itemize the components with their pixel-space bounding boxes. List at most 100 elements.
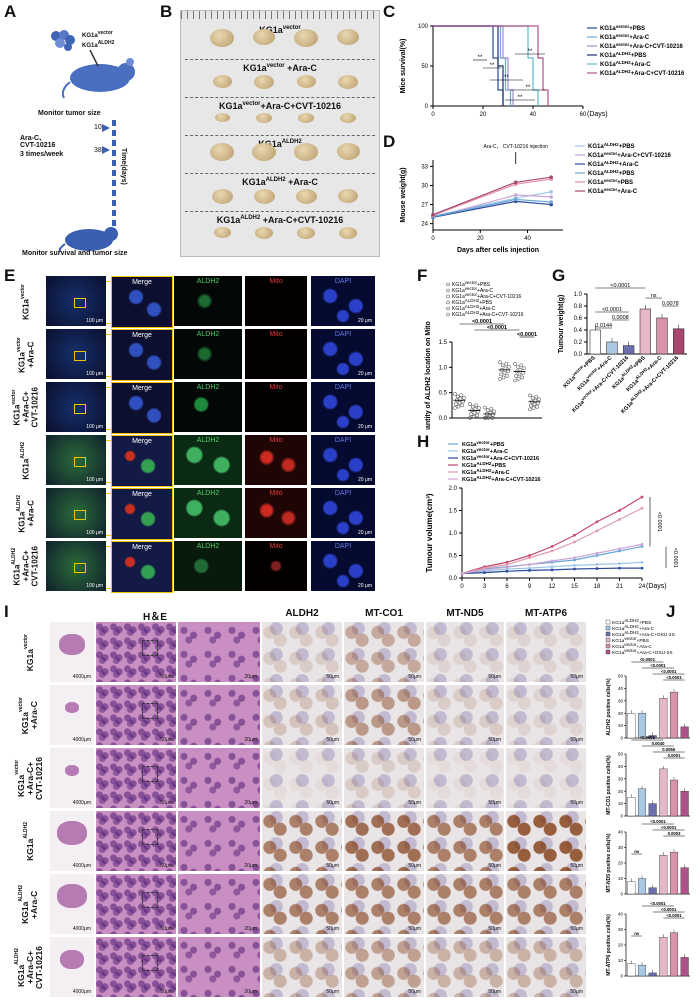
y-tick-label: 1.0 <box>574 292 583 298</box>
weight-point <box>549 175 553 179</box>
legend-label: KG1aALDH2+PBS <box>588 142 635 151</box>
bar <box>589 329 601 355</box>
i-ihc-image: 50μm <box>506 937 586 997</box>
e-channel-image: Mito <box>245 276 307 326</box>
tumor-sample <box>211 189 233 204</box>
e-overview-image: 100 μm <box>46 488 106 538</box>
i-row-label: KG1aALDH2 <box>22 822 35 861</box>
volume-point <box>640 560 644 564</box>
mouse-icon <box>61 50 135 99</box>
i-row-label: KG1aALDH2 +Ara-C+ CVT-10216 <box>13 946 44 989</box>
i-ihc-image: 50μm <box>262 937 342 997</box>
i-row-label: KG1aALDH2 +Ara-C <box>18 885 39 924</box>
scatter-point <box>521 371 525 375</box>
volume-point <box>573 556 576 560</box>
i-ihc-image: 50μm <box>506 748 586 808</box>
bar <box>673 328 685 355</box>
significance-label: <0.0001 <box>661 825 677 830</box>
volume-point <box>550 565 554 569</box>
y-axis-label: MT-ATP6 positive cells(%) <box>606 914 612 976</box>
volume-point <box>618 566 621 570</box>
y-tick-label: 10 <box>618 876 624 881</box>
time-axis-label: Time(days) <box>120 148 127 185</box>
e-channel-image: ALDH2 <box>174 488 242 538</box>
panel-label-j: J <box>666 602 676 621</box>
e-channel-image: Merge <box>111 488 173 540</box>
legend-label: KG1aALDH2+Ara-C+CVT-10216 <box>600 69 685 78</box>
e-channel-label: Merge <box>132 279 152 286</box>
legend-label: KG1aALDH2+PBS <box>452 298 493 307</box>
legend-label: KG1aALDH2+PBS <box>600 51 647 60</box>
e-channel-label: Merge <box>132 332 152 339</box>
tumor-sample <box>338 189 358 203</box>
tumor-sample <box>297 227 315 239</box>
bar <box>627 881 636 895</box>
significance-label: <0.0001 <box>650 901 666 906</box>
bar <box>680 790 689 817</box>
y-tick-label: 20 <box>618 711 624 716</box>
e-channel-label: ALDH2 <box>196 278 220 285</box>
significance-label: ** <box>478 55 483 61</box>
volume-point <box>595 567 599 570</box>
tumor-row-label: KG1avector+Ara-C+CVT-10216 <box>218 101 342 111</box>
e-channel-image: ALDH2 <box>174 329 242 379</box>
volume-point <box>573 540 576 544</box>
e-channel-image: Merge <box>111 329 173 381</box>
volume-point <box>505 560 509 564</box>
i-he-image: 50μm <box>96 622 176 682</box>
panel-label-c: C <box>383 2 396 21</box>
y-axis-label: Quantity of ALDH2 location on Mito <box>425 321 432 430</box>
y-tick-label: 40 <box>618 830 624 835</box>
volume-point <box>640 545 644 548</box>
y-axis-label: Tumour volume(cm³) <box>425 493 434 572</box>
panel-label-d: D <box>383 132 396 151</box>
volume-point <box>505 569 509 573</box>
y-tick-label: 0 <box>620 736 623 741</box>
scatter-point <box>475 413 480 418</box>
significance-label: ns <box>634 931 640 936</box>
scatter-point <box>502 371 507 375</box>
y-tick-label: 10 <box>618 723 624 728</box>
bar <box>637 712 647 739</box>
tumor-sample <box>339 227 357 239</box>
zoom-connector <box>106 440 111 483</box>
col-header-he: H＆E <box>143 612 167 623</box>
panel-label-f: F <box>417 266 428 285</box>
scatter-point <box>528 407 532 412</box>
tumor-sample <box>296 75 316 88</box>
e-channel-label: Mito <box>269 278 283 285</box>
panel-a-schematic: KG1avector KG1aALDH2 Monitor tumor size … <box>20 20 160 260</box>
i-he-image: 50μm <box>96 748 176 808</box>
significance-label: 0.0056 <box>662 747 675 752</box>
scatter-point <box>457 400 462 405</box>
bar <box>637 878 647 895</box>
tumor-sample <box>294 143 318 161</box>
significance-label: <0.0001 <box>666 913 682 918</box>
legend-label: KG1avector+PBS <box>462 440 505 449</box>
tumor-sample <box>210 143 234 161</box>
significance-label: <0.0001 <box>661 669 677 674</box>
ruler <box>181 11 379 19</box>
y-tick-label: 0.0 <box>439 416 448 422</box>
scatter-point <box>529 403 533 408</box>
panel-e-immunofluorescence: KG1avector 100 μm Merge ALDH2 Mito DAPI 20 μm K… <box>8 276 410 598</box>
i-ihc-image: 50μm <box>506 685 586 745</box>
e-channel-image: Mito <box>245 382 307 432</box>
significance-label: 0.0144 <box>595 323 612 329</box>
i-he-image: 50μm <box>96 874 176 934</box>
scatter-point <box>513 361 517 366</box>
scatter-point <box>460 403 465 408</box>
x-tick-label: 0 <box>460 584 464 590</box>
legend-label: KG1avector+Ara-C <box>588 187 638 196</box>
monitor-tumor-text: Monitor tumor size <box>38 110 101 117</box>
e-channel-image: DAPI 20 μm <box>311 541 375 591</box>
bar <box>659 855 668 895</box>
scatter-point <box>492 409 496 414</box>
i-row-label: KG1avector +Ara-C+ CVT-10216 <box>13 757 44 800</box>
legend-label: KG1aALDH2+Ara-C <box>600 60 651 69</box>
injection-annotation: Ara-C， CVT-10216 injection <box>483 144 548 150</box>
panel-label-i: I <box>4 602 9 621</box>
significance-label: <0.0001 <box>487 325 507 331</box>
zoom-connector <box>106 546 111 589</box>
